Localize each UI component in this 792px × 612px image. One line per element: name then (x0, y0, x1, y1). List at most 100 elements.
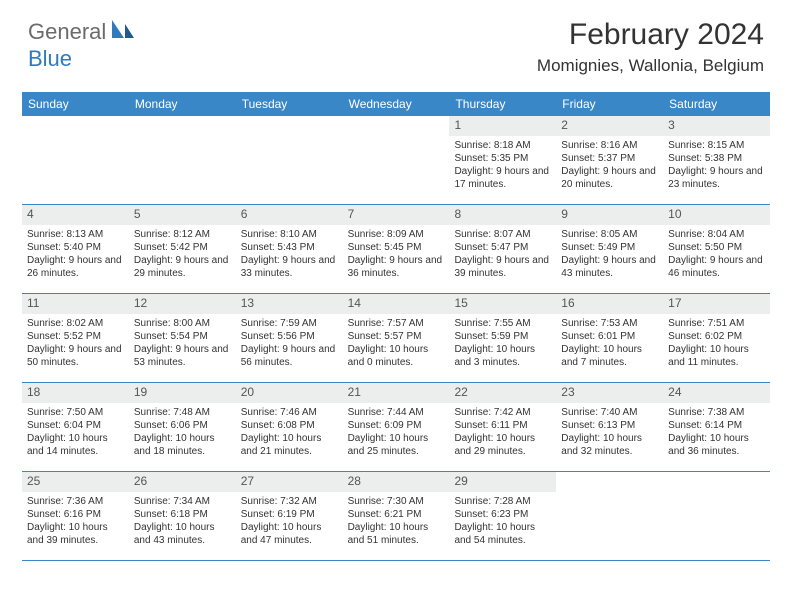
weekday-header-cell: Friday (556, 92, 663, 116)
day-content: Sunrise: 7:55 AMSunset: 5:59 PMDaylight:… (449, 314, 556, 374)
day-number: 9 (556, 205, 663, 225)
sunrise-text: Sunrise: 8:00 AM (134, 317, 231, 330)
sunrise-text: Sunrise: 7:44 AM (348, 406, 445, 419)
day-number: 13 (236, 294, 343, 314)
week-row: 25Sunrise: 7:36 AMSunset: 6:16 PMDayligh… (22, 472, 770, 561)
sunrise-text: Sunrise: 8:13 AM (27, 228, 124, 241)
sunrise-text: Sunrise: 8:12 AM (134, 228, 231, 241)
day-number: 15 (449, 294, 556, 314)
sunrise-text: Sunrise: 8:15 AM (668, 139, 765, 152)
daylight-text: Daylight: 10 hours and 54 minutes. (454, 521, 551, 547)
day-content: Sunrise: 7:46 AMSunset: 6:08 PMDaylight:… (236, 403, 343, 463)
sunset-text: Sunset: 5:42 PM (134, 241, 231, 254)
daylight-text: Daylight: 10 hours and 11 minutes. (668, 343, 765, 369)
sunset-text: Sunset: 6:01 PM (561, 330, 658, 343)
weekday-header-row: SundayMondayTuesdayWednesdayThursdayFrid… (22, 92, 770, 116)
sunrise-text: Sunrise: 7:57 AM (348, 317, 445, 330)
sunset-text: Sunset: 5:56 PM (241, 330, 338, 343)
sunset-text: Sunset: 6:19 PM (241, 508, 338, 521)
daylight-text: Daylight: 10 hours and 25 minutes. (348, 432, 445, 458)
day-content: Sunrise: 7:40 AMSunset: 6:13 PMDaylight:… (556, 403, 663, 463)
day-number: 6 (236, 205, 343, 225)
day-cell: 12Sunrise: 8:00 AMSunset: 5:54 PMDayligh… (129, 294, 236, 382)
sunrise-text: Sunrise: 7:40 AM (561, 406, 658, 419)
sunrise-text: Sunrise: 8:18 AM (454, 139, 551, 152)
daylight-text: Daylight: 10 hours and 3 minutes. (454, 343, 551, 369)
empty-day-cell (343, 116, 450, 204)
daylight-text: Daylight: 9 hours and 26 minutes. (27, 254, 124, 280)
day-cell: 18Sunrise: 7:50 AMSunset: 6:04 PMDayligh… (22, 383, 129, 471)
day-cell: 29 Sunrise: 7:28 AMSunset: 6:23 PMDayligh… (449, 472, 556, 560)
day-cell: 7Sunrise: 8:09 AMSunset: 5:45 PMDaylight… (343, 205, 450, 293)
sunset-text: Sunset: 5:45 PM (348, 241, 445, 254)
sunset-text: Sunset: 5:37 PM (561, 152, 658, 165)
empty-day-cell (556, 472, 663, 560)
daylight-text: Daylight: 9 hours and 53 minutes. (134, 343, 231, 369)
daylight-text: Daylight: 9 hours and 33 minutes. (241, 254, 338, 280)
sunrise-text: Sunrise: 7:28 AM (454, 495, 551, 508)
week-row: 18Sunrise: 7:50 AMSunset: 6:04 PMDayligh… (22, 383, 770, 472)
daylight-text: Daylight: 9 hours and 17 minutes. (454, 165, 551, 191)
sunset-text: Sunset: 5:52 PM (27, 330, 124, 343)
day-number: 14 (343, 294, 450, 314)
day-cell: 11 Sunrise: 8:02 AMSunset: 5:52 PMDayligh… (22, 294, 129, 382)
logo-text-1: General (28, 19, 106, 45)
sunrise-text: Sunrise: 7:55 AM (454, 317, 551, 330)
week-row: 1Sunrise: 8:18 AMSunset: 5:35 PMDaylight… (22, 116, 770, 205)
daylight-text: Daylight: 9 hours and 29 minutes. (134, 254, 231, 280)
day-content: Sunrise: 7:32 AMSunset: 6:19 PMDaylight:… (236, 492, 343, 552)
sunrise-text: Sunrise: 7:38 AM (668, 406, 765, 419)
day-number: 1 (449, 116, 556, 136)
title-block: February 2024 Momignies, Wallonia, Belgi… (537, 18, 764, 76)
day-content: Sunrise: 7:38 AMSunset: 6:14 PMDaylight:… (663, 403, 770, 463)
day-content: Sunrise: 8:18 AMSunset: 5:35 PMDaylight:… (449, 136, 556, 196)
sunrise-text: Sunrise: 7:30 AM (348, 495, 445, 508)
day-content: Sunrise: 7:50 AMSunset: 6:04 PMDaylight:… (22, 403, 129, 463)
day-content: Sunrise: 7:36 AMSunset: 6:16 PMDaylight:… (22, 492, 129, 552)
day-number: 24 (663, 383, 770, 403)
day-number: 17 (663, 294, 770, 314)
day-content: Sunrise: 8:13 AMSunset: 5:40 PMDaylight:… (22, 225, 129, 285)
logo-text-2: Blue (28, 46, 72, 71)
day-cell: 28Sunrise: 7:30 AMSunset: 6:21 PMDayligh… (343, 472, 450, 560)
day-cell: 20Sunrise: 7:46 AMSunset: 6:08 PMDayligh… (236, 383, 343, 471)
week-row: 11Sunrise: 8:02 AMSunset: 5:52 PMDayligh… (22, 294, 770, 383)
sunset-text: Sunset: 6:23 PM (454, 508, 551, 521)
daylight-text: Daylight: 10 hours and 43 minutes. (134, 521, 231, 547)
day-cell: 13Sunrise: 7:59 AMSunset: 5:56 PMDayligh… (236, 294, 343, 382)
daylight-text: Daylight: 10 hours and 18 minutes. (134, 432, 231, 458)
sunrise-text: Sunrise: 7:53 AM (561, 317, 658, 330)
sunset-text: Sunset: 5:54 PM (134, 330, 231, 343)
sunrise-text: Sunrise: 8:16 AM (561, 139, 658, 152)
empty-day-cell (22, 116, 129, 204)
sunset-text: Sunset: 5:35 PM (454, 152, 551, 165)
day-number: 11 (22, 294, 129, 314)
week-row: 4Sunrise: 8:13 AMSunset: 5:40 PMDaylight… (22, 205, 770, 294)
day-number: 10 (663, 205, 770, 225)
day-content: Sunrise: 8:16 AMSunset: 5:37 PMDaylight:… (556, 136, 663, 196)
location-text: Momignies, Wallonia, Belgium (537, 56, 764, 76)
day-number: 21 (343, 383, 450, 403)
sunrise-text: Sunrise: 8:02 AM (27, 317, 124, 330)
daylight-text: Daylight: 9 hours and 50 minutes. (27, 343, 124, 369)
sunrise-text: Sunrise: 7:50 AM (27, 406, 124, 419)
day-number: 3 (663, 116, 770, 136)
day-cell: 10Sunrise: 8:04 AMSunset: 5:50 PMDayligh… (663, 205, 770, 293)
sunset-text: Sunset: 6:02 PM (668, 330, 765, 343)
day-cell: 22Sunrise: 7:42 AMSunset: 6:11 PMDayligh… (449, 383, 556, 471)
day-content: Sunrise: 8:10 AMSunset: 5:43 PMDaylight:… (236, 225, 343, 285)
sunset-text: Sunset: 6:21 PM (348, 508, 445, 521)
sunrise-text: Sunrise: 7:48 AM (134, 406, 231, 419)
calendar-grid: SundayMondayTuesdayWednesdayThursdayFrid… (22, 92, 770, 561)
sunset-text: Sunset: 5:50 PM (668, 241, 765, 254)
daylight-text: Daylight: 9 hours and 23 minutes. (668, 165, 765, 191)
sunset-text: Sunset: 5:49 PM (561, 241, 658, 254)
sunset-text: Sunset: 5:38 PM (668, 152, 765, 165)
day-number: 29 (449, 472, 556, 492)
day-cell: 3 Sunrise: 8:15 AMSunset: 5:38 PMDaylight… (663, 116, 770, 204)
weekday-header-cell: Wednesday (343, 92, 450, 116)
day-cell: 25Sunrise: 7:36 AMSunset: 6:16 PMDayligh… (22, 472, 129, 560)
day-number: 7 (343, 205, 450, 225)
day-cell: 5Sunrise: 8:12 AMSunset: 5:42 PMDaylight… (129, 205, 236, 293)
sunrise-text: Sunrise: 7:42 AM (454, 406, 551, 419)
